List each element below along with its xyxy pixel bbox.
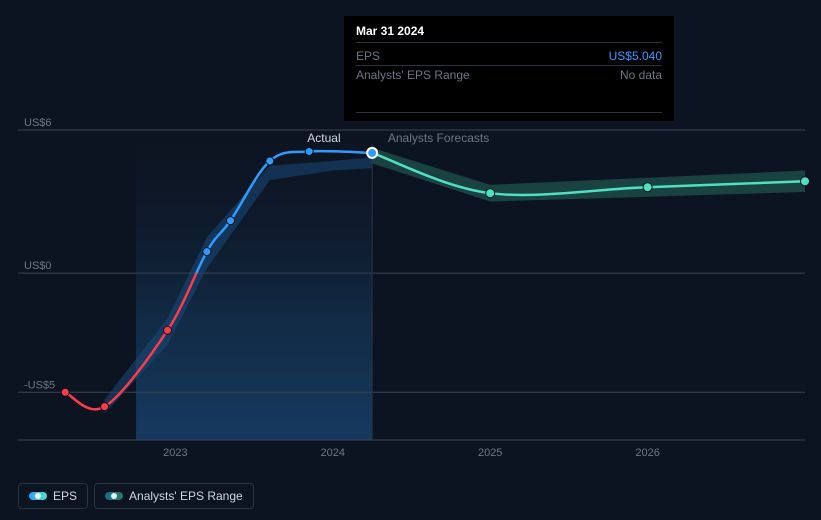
tooltip-row: EPS US$5.040 [356,42,662,65]
x-tick-label: 2026 [635,447,659,459]
x-tick-label: 2024 [321,447,345,459]
chart-legend: EPS Analysts' EPS Range [18,483,254,509]
legend-label: Analysts' EPS Range [129,489,243,503]
tooltip-row: Analysts' EPS Range No data [356,65,662,84]
legend-eps[interactable]: EPS [18,483,88,509]
eps-marker[interactable] [101,403,109,411]
analysts-range-forecast [372,148,805,202]
tooltip-value: No data [620,68,662,82]
x-tick-label: 2023 [163,447,187,459]
eps-marker[interactable] [305,147,313,155]
legend-label: EPS [53,489,77,503]
eps-marker[interactable] [203,248,211,256]
forecast-label: Analysts Forecasts [388,131,489,145]
actual-label: Actual [307,131,340,145]
eps-marker[interactable] [226,217,234,225]
legend-swatch-icon [105,492,123,500]
tooltip-label: EPS [356,49,380,63]
tooltip-value: US$5.040 [609,49,662,63]
y-tick-label: -US$5 [24,379,55,391]
legend-swatch-icon [29,492,47,500]
y-tick-label: US$6 [24,117,52,129]
forecast-marker[interactable] [643,183,652,192]
x-tick-label: 2025 [478,447,502,459]
eps-marker[interactable] [266,157,274,165]
forecast-marker[interactable] [486,189,495,198]
y-tick-label: US$0 [24,260,52,272]
tooltip-title: Mar 31 2024 [356,24,662,38]
eps-marker[interactable] [164,326,172,334]
eps-chart: -US$5 US$0 US$6 2023 2024 2025 2026 Actual Analy… [0,0,821,520]
highlight-marker[interactable] [367,148,377,158]
tooltip-label: Analysts' EPS Range [356,68,470,82]
chart-tooltip: Mar 31 2024 EPS US$5.040 Analysts' EPS Ran… [344,16,674,121]
eps-marker[interactable] [61,388,69,396]
legend-analysts-range[interactable]: Analysts' EPS Range [94,483,254,509]
forecast-marker[interactable] [801,177,810,186]
